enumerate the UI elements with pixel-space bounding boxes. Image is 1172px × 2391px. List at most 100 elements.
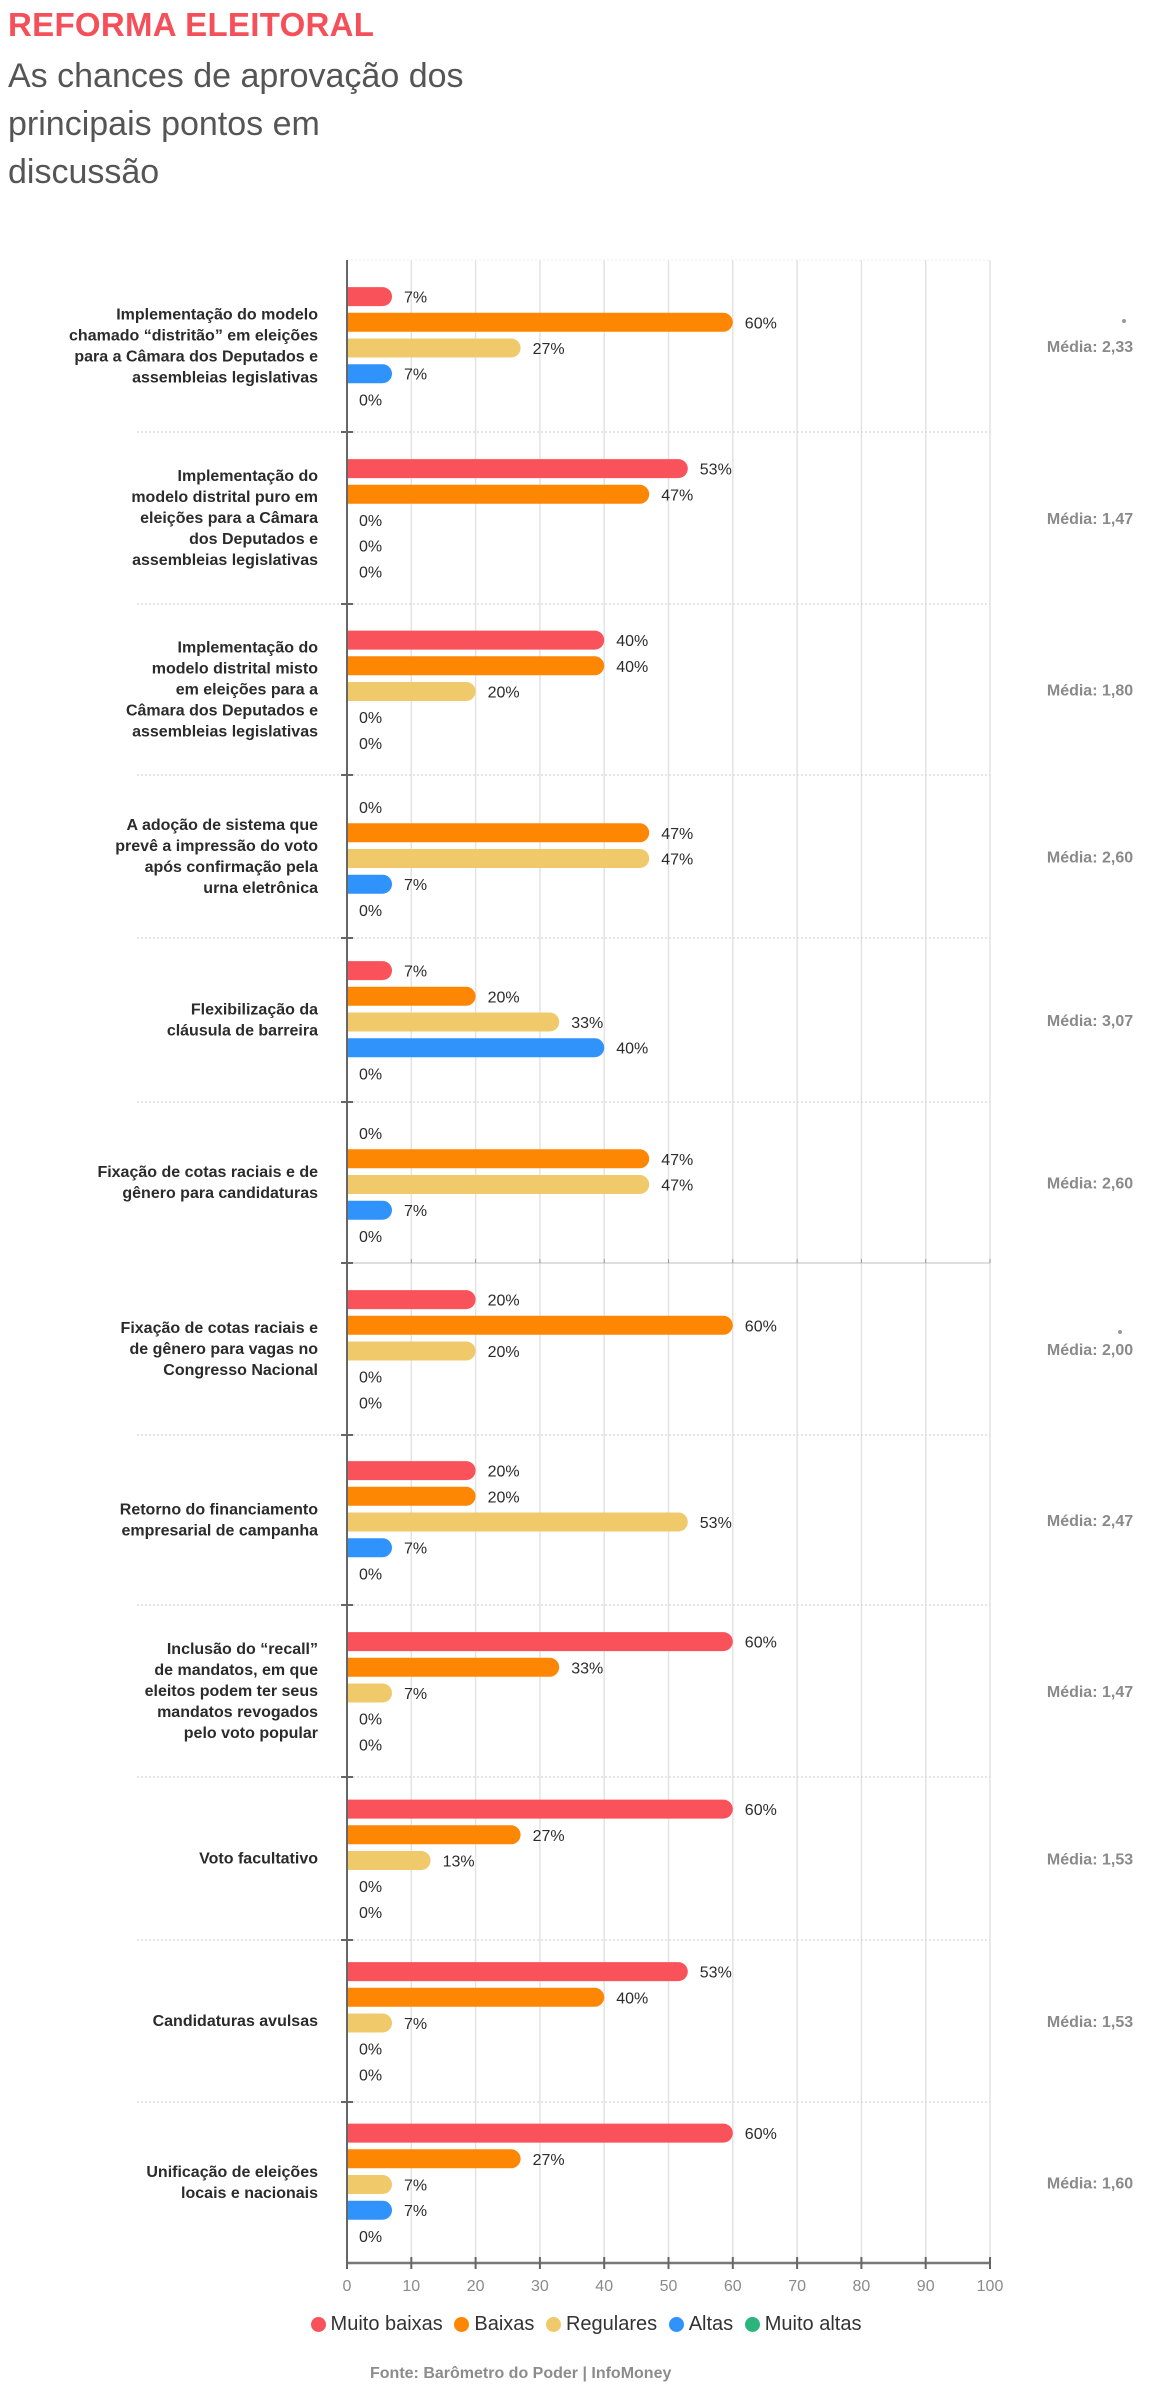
data-label: 53% <box>700 1965 732 1982</box>
data-label: 0% <box>359 1066 382 1083</box>
legend-item-muito-baixas[interactable]: Muito baixas <box>310 2313 443 2336</box>
category-label: Fixação de cotas raciais e de gênero para… <box>97 1164 318 1202</box>
bar-baixas <box>347 986 476 1006</box>
category-label-line: Fixação de cotas raciais e <box>121 1320 319 1337</box>
category-label-line: prevê a impressão do voto <box>115 838 318 855</box>
data-label: 0% <box>359 736 382 753</box>
category-label-line: Câmara dos Deputados e <box>126 703 318 720</box>
bar-regulares <box>347 1341 476 1361</box>
bar-muito-baixas <box>347 2123 733 2143</box>
x-tick-label: 0 <box>343 2278 352 2295</box>
data-label: 7% <box>404 2016 427 2033</box>
media-label: Média: 1,60 <box>1047 2176 1133 2193</box>
bar-regulares <box>347 2175 393 2194</box>
data-label: 53% <box>700 462 732 479</box>
data-label: 47% <box>661 487 693 504</box>
legend-dot-icon <box>310 2317 326 2332</box>
data-label: 47% <box>661 852 693 869</box>
media-label: Média: 1,47 <box>1047 511 1133 528</box>
data-label: 7% <box>404 1203 427 1220</box>
category-label-line: Fixação de cotas raciais e de <box>97 1164 318 1181</box>
data-label: 7% <box>404 367 427 384</box>
category-label-line: assembleias legislativas <box>132 370 318 387</box>
data-label: 27% <box>533 341 565 358</box>
category-label-line: locais e nacionais <box>181 2185 318 2202</box>
category-label-line: A adoção de sistema que <box>127 817 319 834</box>
data-label: 60% <box>745 1635 777 1652</box>
legend-item-altas[interactable]: Altas <box>668 2313 734 2336</box>
x-tick-label: 50 <box>660 2278 678 2295</box>
data-label: 0% <box>359 903 382 920</box>
category-label: Implementação do modelo distrital misto em… <box>126 640 318 741</box>
category-label-line: Unificação de eleições <box>146 2164 318 2181</box>
data-label: 0% <box>359 2067 382 2084</box>
data-label: 0% <box>359 800 382 817</box>
legend-item-muito-altas[interactable]: Muito altas <box>744 2313 861 2336</box>
data-label: 40% <box>616 1990 648 2007</box>
data-label: 47% <box>661 1152 693 1169</box>
data-label: 40% <box>616 659 648 676</box>
data-label: 20% <box>488 1293 520 1310</box>
bar-regulares <box>347 682 476 701</box>
data-label: 33% <box>571 1660 603 1677</box>
data-label: 0% <box>359 392 382 409</box>
category-label-line: Voto facultativo <box>199 1851 318 1868</box>
legend-dot-icon <box>545 2317 561 2332</box>
legend-label: Muito baixas <box>330 2313 443 2335</box>
data-label: 53% <box>700 1515 732 1532</box>
data-label: 27% <box>533 2152 565 2169</box>
data-label: 20% <box>488 685 520 702</box>
data-label: 33% <box>571 1015 603 1032</box>
legend-item-baixas[interactable]: Baixas <box>454 2313 534 2336</box>
legend-label: Altas <box>688 2313 734 2335</box>
media-label: Média: 1,53 <box>1047 1852 1133 1869</box>
data-label: 60% <box>745 1802 777 1819</box>
data-label: 0% <box>359 1905 382 1922</box>
media-label: Média: 3,07 <box>1047 1013 1133 1030</box>
bar-altas <box>347 2200 393 2220</box>
legend-label: Baixas <box>474 2313 535 2335</box>
data-label: 60% <box>745 2126 777 2143</box>
bar-regulares <box>347 849 650 868</box>
data-label: 7% <box>404 877 427 894</box>
data-label: 7% <box>404 2203 427 2220</box>
bar-baixas <box>347 1486 476 1506</box>
category-label: Candidaturas avulsas <box>153 2013 319 2030</box>
bar-regulares <box>347 1175 650 1194</box>
category-label-line: urna eletrônica <box>203 880 318 897</box>
data-label: 0% <box>359 1566 382 1583</box>
bar-baixas <box>347 823 650 843</box>
data-label: 7% <box>404 290 427 307</box>
x-tick-label: 60 <box>724 2278 742 2295</box>
category-label-line: assembleias legislativas <box>132 724 318 741</box>
media-label: Média: 2,00 <box>1047 1342 1133 1359</box>
bar-muito-baixas <box>347 961 393 981</box>
category-label: Implementação do modelo chamado “distritã… <box>69 307 318 387</box>
data-label: 0% <box>359 710 382 727</box>
bar-regulares <box>347 1512 688 1532</box>
data-label: 7% <box>404 1541 427 1558</box>
bar-regulares <box>347 2013 393 2033</box>
data-label: 0% <box>359 1395 382 1412</box>
data-label: 7% <box>404 1686 427 1703</box>
data-label: 0% <box>359 1126 382 1143</box>
bar-altas <box>347 874 393 894</box>
legend-item-regulares[interactable]: Regulares <box>545 2313 657 2336</box>
bar-altas <box>347 1200 392 1220</box>
data-label: 0% <box>359 1737 382 1754</box>
category-label: Voto facultativo <box>199 1851 318 1868</box>
data-label: 0% <box>359 564 382 581</box>
category-label-line: Implementação do <box>178 468 319 485</box>
category-label-line: em eleições para a <box>176 682 318 699</box>
bar-baixas <box>347 656 605 676</box>
bar-chart: 7% 60% 27% 7% 0% Implementação do modelo chama… <box>69 259 1133 2295</box>
category-label: Implementação do modelo distrital puro em… <box>131 468 318 569</box>
bar-baixas <box>347 1987 605 2007</box>
data-label: 20% <box>488 989 520 1006</box>
category-label-line: Implementação do modelo <box>116 307 318 324</box>
data-label: 27% <box>533 1828 565 1845</box>
data-label: 60% <box>745 315 777 332</box>
category-label-line: pelo voto popular <box>184 1725 318 1742</box>
category-label-line: gênero para candidaturas <box>122 1185 318 1202</box>
category-label-line: mandatos revogados <box>157 1704 318 1721</box>
